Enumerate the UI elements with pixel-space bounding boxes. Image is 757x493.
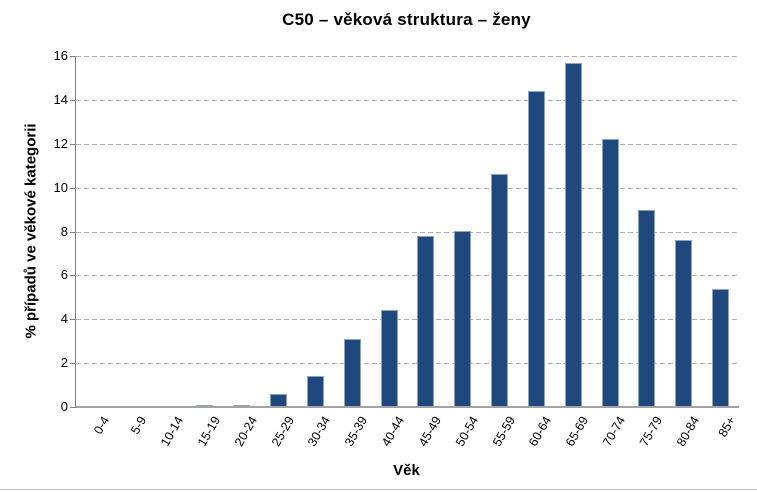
bar-50-54 [454, 231, 472, 407]
y-tick-mark-8 [70, 231, 76, 233]
gridline-12 [76, 143, 739, 145]
x-tick-label-60-64: 60-64 [526, 414, 555, 449]
bar-65-69 [564, 63, 582, 407]
gridline-10 [76, 187, 739, 189]
bar-75-79 [638, 210, 656, 407]
gridline-16 [76, 56, 739, 57]
x-tick-label-70-74: 70-74 [600, 414, 629, 449]
y-tick-label-12: 12 [53, 135, 68, 151]
plot-area [75, 56, 739, 407]
y-tick-label-6: 6 [60, 267, 68, 283]
x-tick-label-10-14: 10-14 [158, 414, 187, 449]
y-tick-label-2: 2 [60, 355, 68, 371]
bar-25-29 [270, 394, 288, 407]
x-tick-label-30-34: 30-34 [305, 414, 334, 449]
y-tick-label-0: 0 [60, 399, 68, 414]
y-tick-label-4: 4 [60, 311, 68, 327]
y-tick-mark-14 [70, 99, 76, 101]
x-axis-title: Věk [393, 462, 420, 479]
y-tick-mark-4 [70, 319, 76, 321]
x-tick-label-15-19: 15-19 [194, 414, 224, 449]
bar-80-84 [675, 240, 693, 407]
x-tick-label-40-44: 40-44 [379, 414, 408, 449]
y-tick-mark-2 [70, 363, 76, 365]
y-tick-mark-0 [70, 407, 76, 408]
x-tick-label-55-59: 55-59 [489, 414, 518, 449]
y-tick-mark-12 [70, 143, 76, 145]
y-tick-label-10: 10 [53, 179, 68, 195]
gridline-8 [76, 231, 739, 233]
bar-85+ [712, 289, 730, 407]
x-tick-label-35-39: 35-39 [342, 414, 371, 449]
bar-35-39 [343, 339, 361, 407]
bar-40-44 [380, 310, 398, 407]
gridline-2 [76, 363, 739, 365]
x-axis-line [75, 406, 739, 408]
gridline-6 [76, 275, 739, 277]
y-tick-label-8: 8 [60, 223, 68, 239]
y-tick-mark-10 [70, 187, 76, 189]
y-tick-mark-6 [70, 275, 76, 277]
x-tick-label-85+: 85+ [715, 414, 739, 440]
bar-30-34 [306, 376, 324, 407]
x-tick-label-45-49: 45-49 [415, 414, 445, 449]
gridline-14 [76, 99, 739, 101]
bar-55-59 [491, 174, 509, 407]
x-tick-label-20-24: 20-24 [231, 414, 260, 449]
x-tick-label-25-29: 25-29 [268, 414, 297, 449]
bottom-divider-line [0, 489, 757, 490]
x-tick-label-50-54: 50-54 [452, 414, 481, 449]
bar-45-49 [417, 236, 435, 407]
y-tick-label-16: 16 [53, 48, 68, 63]
y-tick-mark-16 [70, 56, 76, 57]
x-tick-label-65-69: 65-69 [563, 414, 592, 449]
x-tick-label-75-79: 75-79 [636, 414, 666, 449]
x-tick-label-80-84: 80-84 [673, 414, 702, 449]
x-tick-label-5-9: 5-9 [128, 414, 150, 437]
bar-70-74 [601, 139, 619, 407]
chart-title: C50 – věková struktura – ženy [282, 10, 531, 29]
gridline-4 [76, 319, 739, 321]
x-tick-label-0-4: 0-4 [91, 414, 113, 437]
bar-60-64 [527, 91, 545, 407]
y-tick-label-14: 14 [53, 91, 68, 107]
